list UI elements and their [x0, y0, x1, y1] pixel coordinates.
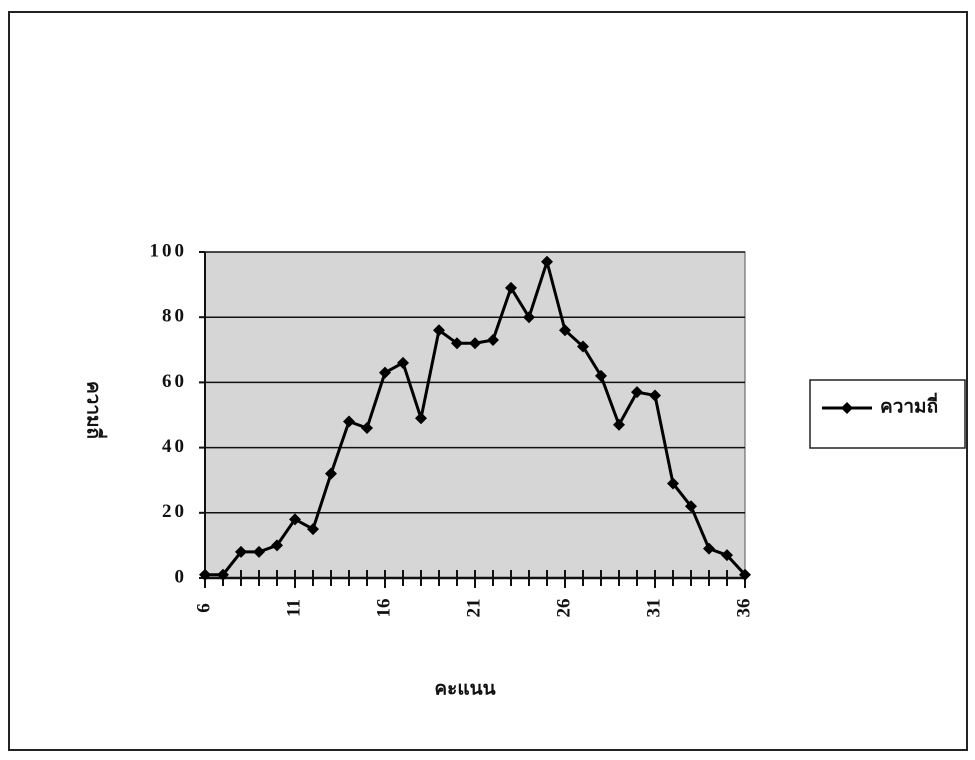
data-point: [703, 542, 715, 555]
data-point: [433, 324, 445, 337]
data-point: [217, 568, 229, 581]
data-point: [649, 389, 661, 402]
x-tick-label: 21: [463, 599, 484, 618]
plot-area: [204, 251, 746, 579]
data-point: [325, 467, 337, 480]
data-point: [397, 356, 409, 369]
data-point: [415, 412, 427, 425]
data-point: [739, 568, 751, 581]
legend-label: ความถี่: [880, 392, 938, 417]
data-point: [487, 334, 499, 347]
data-point: [523, 311, 535, 324]
data-point: [379, 366, 391, 379]
legend-marker: [841, 402, 853, 414]
x-tick-label: 26: [553, 599, 574, 618]
x-tick-label: 36: [733, 599, 754, 618]
data-point: [289, 513, 301, 526]
data-point: [685, 500, 697, 513]
data-point: [541, 255, 553, 268]
data-point: [613, 418, 625, 431]
data-point: [469, 337, 481, 350]
data-point: [361, 422, 373, 435]
data-point: [631, 386, 643, 399]
data-point: [199, 568, 211, 581]
y-tick-label: 40: [162, 436, 187, 457]
x-tick-label: 11: [283, 599, 304, 617]
data-point: [253, 545, 265, 558]
data-point: [343, 415, 355, 428]
data-point: [235, 545, 247, 558]
y-tick-label: 80: [162, 306, 187, 327]
x-tick-label: 6: [193, 603, 214, 613]
data-point: [505, 281, 517, 294]
x-tick-label: 31: [643, 599, 664, 618]
y-axis-label: ความถี่: [83, 381, 108, 439]
data-point: [595, 369, 607, 382]
y-tick-label: 60: [162, 371, 187, 392]
data-point: [307, 523, 319, 536]
data-point: [667, 477, 679, 490]
y-tick-label: 0: [175, 566, 188, 587]
x-tick-label: 16: [373, 599, 394, 618]
x-axis-label: คะแนน: [434, 678, 495, 699]
legend-box: [809, 379, 966, 449]
data-point: [577, 340, 589, 353]
data-point: [271, 539, 283, 552]
y-tick-label: 20: [162, 501, 187, 522]
data-point: [559, 324, 571, 337]
data-point: [721, 549, 733, 562]
y-tick-label: 100: [150, 240, 188, 261]
data-point: [451, 337, 463, 350]
